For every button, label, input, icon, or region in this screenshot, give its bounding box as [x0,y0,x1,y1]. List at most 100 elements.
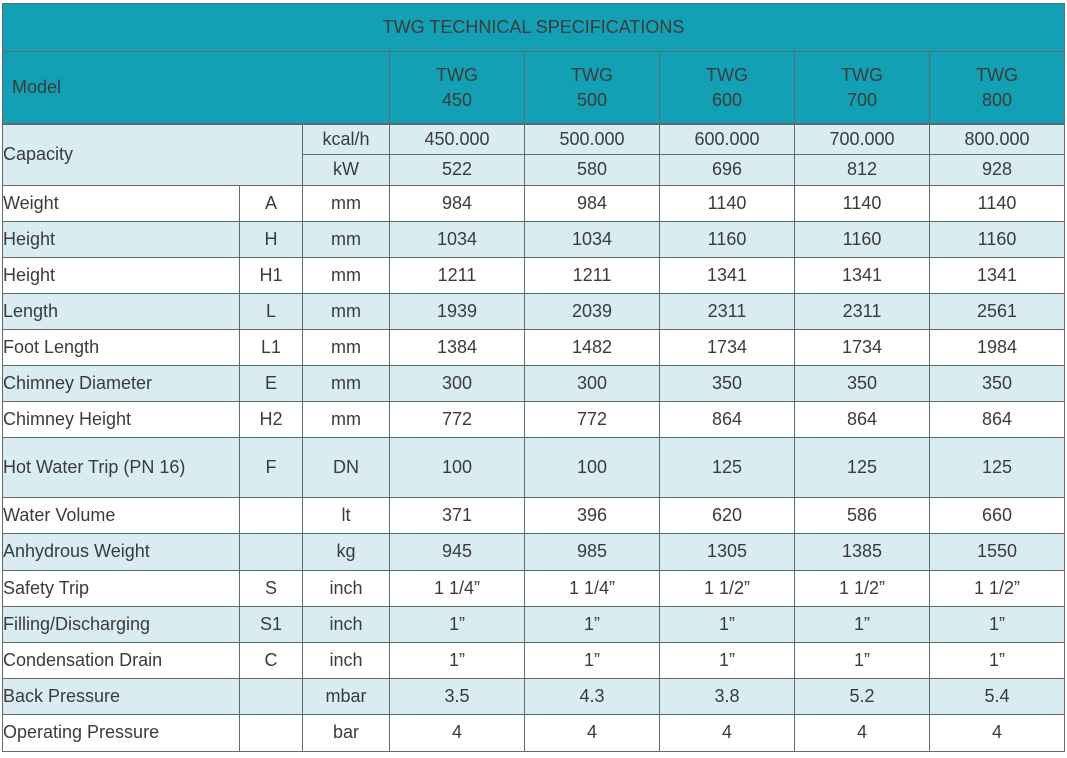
row-unit: mm [302,400,390,438]
value-cell: 1734 [794,328,930,366]
table-title: TWG TECHNICAL SPECIFICATIONS [1,3,1066,52]
value-cell: 350 [928,364,1066,402]
value-cell: 864 [928,400,1066,438]
value-cell: 1140 [928,184,1066,222]
spec-table-body: Capacity kcal/h 450.000 500.000 600.000 700.0… [2,123,1066,752]
model-number: 800 [982,89,1013,110]
model-column-header: TWG 450 [389,51,525,125]
value-cell: 5.2 [794,677,930,715]
row-label: Capacity [2,123,303,186]
table-row: Capacity kcal/h 450.000 500.000 600.000 700.0… [2,123,1066,186]
value-cell: 4 [524,713,660,752]
spec-table-container: TWG TECHNICAL SPECIFICATIONS Model TWG 45… [1,3,1066,752]
row-unit: mm [302,220,390,258]
value-cell: 984 [524,184,660,222]
value-cell: 4 [794,713,930,752]
row-unit: kW [302,153,390,186]
value-cell: 864 [794,400,930,438]
table-row: Chimney Height H2 mm 772 772 864 864 864 [2,400,1066,438]
value-cell: 700.000 [794,123,930,155]
value-cell: 620 [659,496,795,534]
value-cell: 1034 [524,220,660,258]
value-cell: 1140 [659,184,795,222]
value-cell: 1” [794,605,930,643]
value-cell: 812 [794,153,930,186]
value-cell: 1 1/2” [928,569,1066,607]
value-cell: 1” [524,605,660,643]
row-unit: kcal/h [302,123,390,155]
row-symbol: A [239,184,303,222]
value-cell: 3.5 [389,677,525,715]
table-row: Hot Water Trip (PN 16) F DN 100 100 125 125 125 [2,436,1066,498]
value-cell: 800.000 [928,123,1066,155]
value-cell: 600.000 [659,123,795,155]
value-cell: 1 1/4” [524,569,660,607]
row-label: Foot Length [2,328,240,366]
model-name: TWG [706,64,748,85]
value-cell: 1550 [928,532,1066,571]
table-row: Back Pressure mbar 3.5 4.3 3.8 5.2 5.4 [2,677,1066,715]
row-symbol [239,713,303,752]
value-cell: 1” [659,605,795,643]
value-cell: 4 [659,713,795,752]
spec-table: TWG TECHNICAL SPECIFICATIONS Model TWG 45… [1,3,1066,752]
value-cell: 350 [659,364,795,402]
value-cell: 350 [794,364,930,402]
value-cell: 1305 [659,532,795,571]
value-cell: 1984 [928,328,1066,366]
value-cell: 1 1/2” [794,569,930,607]
value-cell: 2039 [524,292,660,330]
row-unit: mm [302,184,390,222]
row-unit: mm [302,256,390,294]
model-name: TWG [976,64,1019,85]
value-cell: 371 [389,496,525,534]
value-cell: 984 [389,184,525,222]
row-symbol: H2 [239,400,303,438]
row-label: Condensation Drain [2,641,240,679]
value-cell: 1160 [794,220,930,258]
value-cell: 1384 [389,328,525,366]
row-unit: inch [302,569,390,607]
value-cell: 2311 [794,292,930,330]
value-cell: 125 [659,436,795,498]
model-number: 700 [846,89,878,110]
row-symbol: S1 [239,605,303,643]
row-label: Safety Trip [2,569,240,607]
value-cell: 660 [928,496,1066,534]
value-cell: 1 1/2” [659,569,795,607]
value-cell: 500.000 [524,123,660,155]
value-cell: 4 [389,713,525,752]
row-label: Filling/Discharging [2,605,240,643]
table-row: Filling/Discharging S1 inch 1” 1” 1” 1” 1” [2,605,1066,643]
model-number: 450 [441,89,473,110]
value-cell: 125 [794,436,930,498]
model-number: 500 [576,89,608,110]
value-cell: 1” [389,605,525,643]
table-row: Operating Pressure bar 4 4 4 4 4 [2,713,1066,752]
row-symbol [239,532,303,571]
row-symbol: S [239,569,303,607]
row-unit: inch [302,605,390,643]
value-cell: 1734 [659,328,795,366]
model-name: TWG [571,64,613,85]
value-cell: 1211 [389,256,525,294]
row-unit: mm [302,292,390,330]
row-unit: lt [302,496,390,534]
value-cell: 772 [389,400,525,438]
row-symbol [239,496,303,534]
table-row: Anhydrous Weight kg 945 985 1305 1385 1550 [2,532,1066,571]
row-label: Chimney Diameter [2,364,240,402]
value-cell: 1 1/4” [389,569,525,607]
table-row: kW 522 580 696 812 928 [3,153,1066,186]
row-unit: bar [302,713,390,752]
value-cell: 945 [389,532,525,571]
row-label: Operating Pressure [2,713,240,752]
row-unit: mbar [302,677,390,715]
value-cell: 1939 [389,292,525,330]
value-cell: 985 [524,532,660,571]
value-cell: 580 [524,153,660,186]
row-label: Weight [2,184,240,222]
